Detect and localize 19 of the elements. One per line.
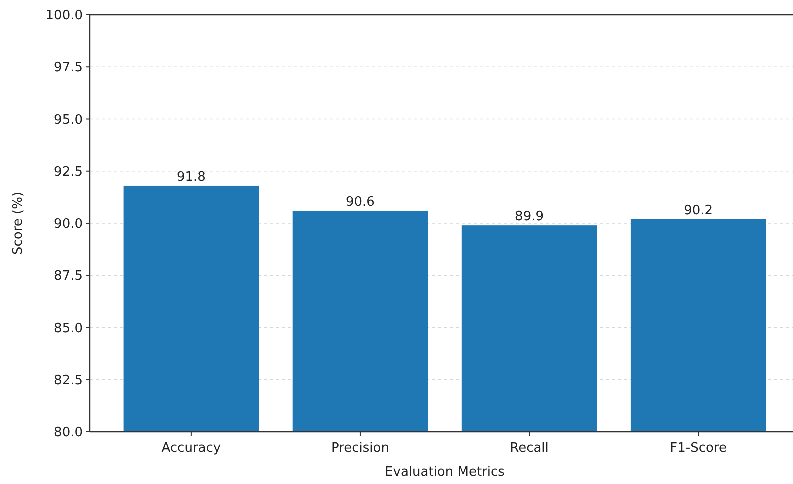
data-label: 89.9 — [515, 210, 544, 225]
x-tick-label: Precision — [331, 441, 390, 456]
y-tick-label: 87.5 — [54, 269, 83, 284]
y-tick-label: 92.5 — [54, 164, 83, 180]
y-tick-label: 85.0 — [54, 321, 83, 336]
y-tick-label: 82.5 — [54, 373, 83, 388]
y-tick-label: 80.0 — [54, 426, 83, 441]
x-tick-label: Accuracy — [162, 441, 222, 456]
y-tick-label: 100.0 — [46, 8, 83, 24]
x-axis-title: Evaluation Metrics — [385, 465, 506, 480]
data-label: 90.6 — [346, 194, 375, 210]
x-tick-label: F1-Score — [670, 441, 727, 456]
y-axis-title: Score (%) — [11, 192, 26, 256]
y-tick-label: 97.5 — [54, 60, 83, 76]
y-tick-label: 90.0 — [54, 217, 83, 232]
data-label: 90.2 — [684, 203, 714, 218]
y-tick-label: 95.0 — [54, 112, 83, 128]
x-tick-label: Recall — [510, 441, 549, 456]
data-label: 91.8 — [176, 170, 206, 185]
